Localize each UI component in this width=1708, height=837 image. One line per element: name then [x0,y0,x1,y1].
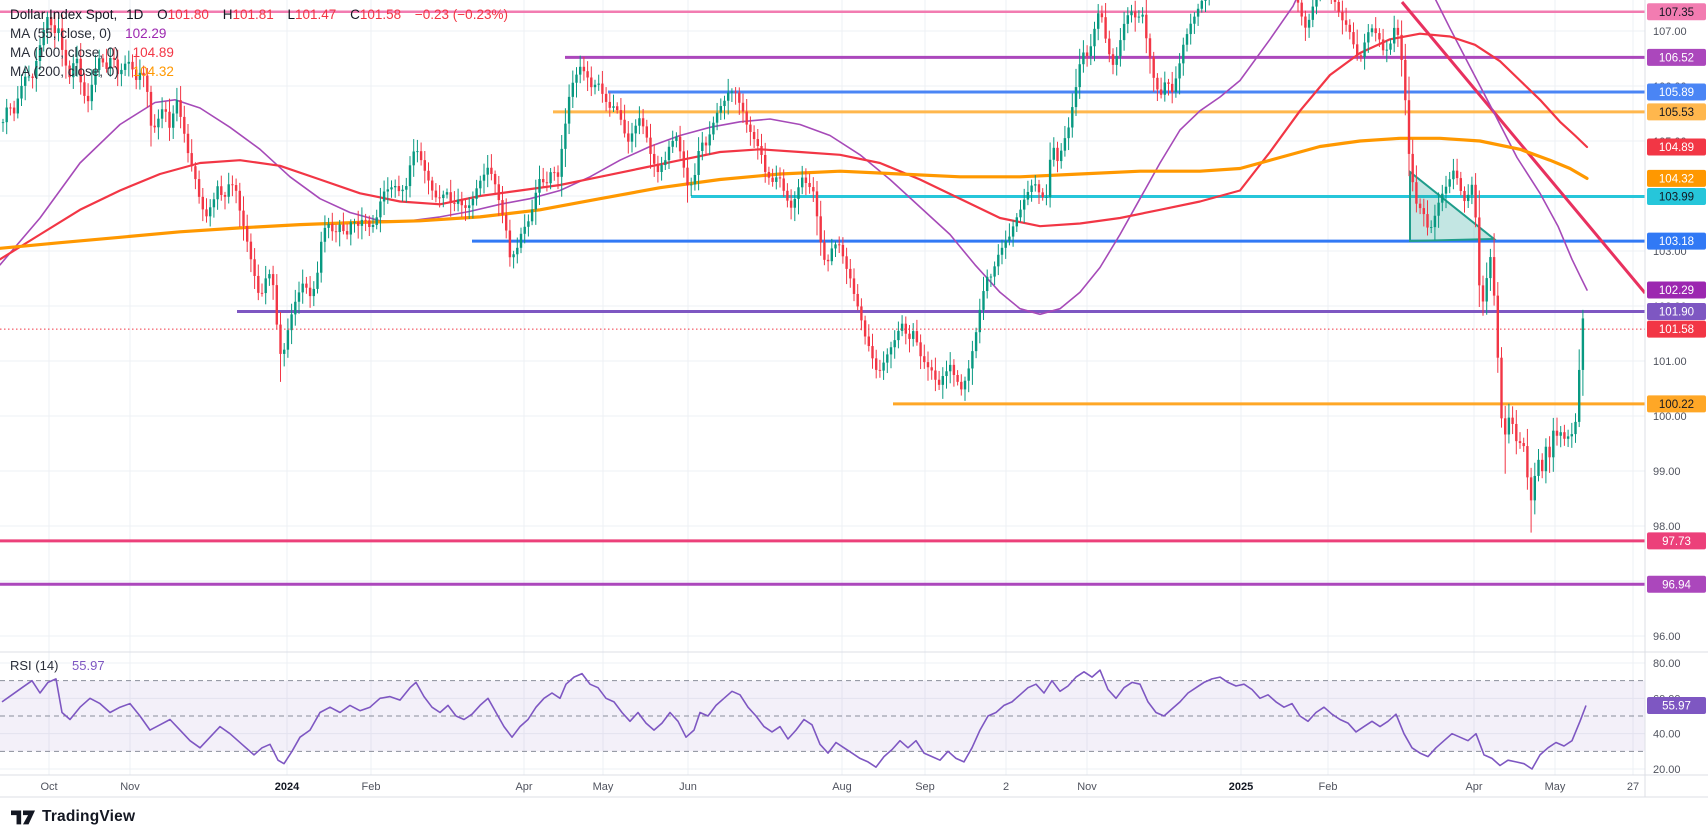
svg-text:May: May [1545,781,1566,793]
ma55-legend-row: MA (55, close, 0) 102.29 [10,24,508,43]
svg-text:2024: 2024 [275,781,300,793]
svg-text:May: May [593,781,614,793]
svg-text:103.99: 103.99 [1659,192,1694,204]
svg-text:96.00: 96.00 [1653,631,1681,643]
change-value: −0.23 (−0.23%) [414,7,508,22]
svg-text:Oct: Oct [40,781,57,793]
interval-label[interactable]: 1D [126,7,144,22]
svg-text:Nov: Nov [1077,781,1097,793]
svg-text:101.90: 101.90 [1659,307,1694,319]
svg-text:Nov: Nov [120,781,140,793]
main-pane-legend: Dollar Index Spot, 1D O101.80 H101.81 L1… [10,5,508,81]
svg-text:102.29: 102.29 [1659,285,1694,297]
tradingview-logo-icon[interactable] [10,805,36,829]
svg-text:55.97: 55.97 [1662,700,1691,712]
chart-canvas[interactable]: 107.00106.00105.00104.00103.00102.00101.… [0,0,1708,800]
svg-text:96.94: 96.94 [1662,579,1691,591]
svg-text:99.00: 99.00 [1653,466,1681,478]
svg-text:Feb: Feb [1319,781,1338,793]
symbol-title[interactable]: Dollar Index Spot, [10,7,118,22]
svg-text:101.58: 101.58 [1659,324,1694,336]
svg-text:Feb: Feb [362,781,381,793]
svg-text:Jun: Jun [679,781,697,793]
ma100-legend-row: MA (100, close, 0) 104.89 [10,43,508,62]
svg-text:Apr: Apr [1465,781,1482,793]
svg-text:2: 2 [1003,781,1009,793]
rsi-label[interactable]: RSI (14) [10,658,59,673]
svg-text:106.52: 106.52 [1659,52,1694,64]
svg-text:107.00: 107.00 [1653,26,1687,38]
ma55-label[interactable]: MA (55, close, 0) [10,26,112,41]
ma100-label[interactable]: MA (100, close, 0) [10,45,119,60]
svg-text:27: 27 [1627,781,1639,793]
svg-text:40.00: 40.00 [1653,729,1681,741]
ma200-label[interactable]: MA (200, close, 0) [10,64,119,79]
svg-text:2025: 2025 [1229,781,1253,793]
symbol-row: Dollar Index Spot, 1D O101.80 H101.81 L1… [10,5,508,24]
svg-text:105.53: 105.53 [1659,107,1694,119]
svg-text:Aug: Aug [832,781,852,793]
svg-text:97.73: 97.73 [1662,536,1691,548]
svg-text:105.89: 105.89 [1659,87,1694,99]
rsi-value: 55.97 [72,658,105,673]
svg-text:103.18: 103.18 [1659,236,1694,248]
svg-text:101.00: 101.00 [1653,356,1687,368]
svg-text:Apr: Apr [515,781,532,793]
ohlc-high: H101.81 [222,7,274,22]
svg-text:104.32: 104.32 [1659,173,1694,185]
svg-text:20.00: 20.00 [1653,764,1681,776]
footer-bar: TradingView [10,804,135,830]
ma200-value: 104.32 [132,64,174,79]
ohlc-open: O101.80 [157,7,209,22]
svg-text:107.35: 107.35 [1659,7,1694,19]
ma55-value: 102.29 [125,26,167,41]
rsi-legend: RSI (14) 55.97 [10,658,105,673]
svg-text:104.89: 104.89 [1659,142,1694,154]
ma100-value: 104.89 [132,45,174,60]
ohlc-low: L101.47 [287,7,337,22]
tradingview-logo-text[interactable]: TradingView [42,808,136,825]
ma200-legend-row: MA (200, close, 0) 104.32 [10,62,508,81]
ohlc-close: C101.58 [350,7,402,22]
svg-text:100.22: 100.22 [1659,399,1694,411]
svg-text:100.00: 100.00 [1653,411,1687,423]
svg-text:80.00: 80.00 [1653,658,1681,670]
svg-text:Sep: Sep [915,781,935,793]
svg-text:98.00: 98.00 [1653,521,1681,533]
